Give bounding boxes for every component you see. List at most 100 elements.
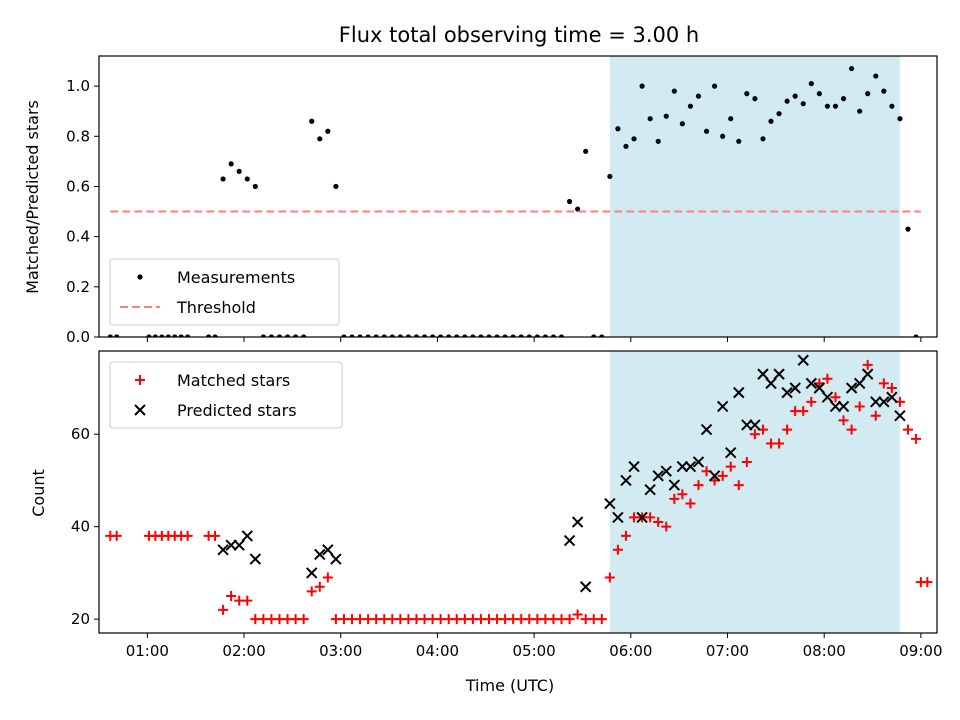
data-point — [381, 334, 387, 337]
data-point — [301, 334, 307, 337]
data-point — [663, 113, 669, 119]
data-point — [677, 489, 688, 500]
data-point — [838, 415, 849, 426]
data-point — [749, 419, 761, 431]
legend: Measurements Threshold — [109, 258, 340, 326]
data-point — [599, 334, 605, 337]
data-point — [325, 128, 331, 134]
data-point — [886, 391, 898, 403]
data-point — [218, 604, 229, 615]
y-tick-label: 0.2 — [66, 278, 90, 296]
data-point — [905, 226, 911, 232]
bottom-y-axis-label: Count — [29, 469, 48, 517]
data-point — [429, 334, 436, 337]
data-point — [854, 401, 865, 412]
data-point — [566, 198, 573, 205]
data-point — [470, 334, 476, 337]
data-point — [703, 128, 710, 134]
plot-area — [105, 354, 933, 625]
legend-label: Threshold — [176, 298, 256, 317]
data-point — [446, 334, 452, 337]
data-point — [878, 378, 889, 389]
count-panel: 20 40 60 01:00 02:00 03:00 04:00 05:00 06:00 07:0… — [71, 350, 943, 660]
data-point — [765, 377, 777, 390]
data-point — [717, 470, 728, 481]
data-point — [647, 116, 653, 122]
data-point — [572, 609, 583, 620]
data-point — [228, 161, 234, 167]
data-point — [233, 539, 245, 551]
data-point — [911, 433, 922, 444]
data-point — [636, 511, 648, 524]
data-point — [478, 334, 484, 337]
data-point — [612, 511, 624, 524]
data-point — [373, 334, 379, 337]
legend-marker — [135, 375, 145, 385]
x-tick-label: 05:00 — [512, 642, 555, 660]
data-point — [848, 65, 855, 72]
data-point — [687, 103, 694, 109]
data-point — [583, 148, 589, 154]
data-point — [620, 474, 632, 487]
series-1 — [217, 354, 906, 593]
data-point — [591, 334, 597, 337]
data-point — [152, 334, 159, 337]
data-point — [655, 138, 661, 144]
data-point — [397, 334, 403, 337]
data-point — [660, 465, 672, 477]
data-point — [789, 382, 801, 394]
data-point — [454, 334, 460, 337]
data-point — [276, 334, 283, 337]
data-point — [653, 517, 664, 528]
data-point — [438, 334, 444, 337]
data-point — [502, 334, 508, 337]
data-point — [757, 368, 769, 380]
data-point — [486, 334, 492, 337]
data-point — [615, 126, 621, 132]
data-point — [242, 595, 253, 606]
data-point — [644, 483, 656, 496]
data-point — [645, 512, 656, 523]
legend-label: Measurements — [177, 268, 295, 287]
data-point — [669, 493, 680, 504]
data-point — [744, 91, 750, 97]
data-point — [631, 136, 637, 142]
plot-area — [107, 65, 921, 337]
data-point — [365, 334, 371, 337]
data-point — [792, 93, 798, 99]
data-point — [612, 544, 623, 555]
data-point — [733, 480, 744, 491]
data-point — [244, 176, 250, 182]
data-point — [563, 534, 576, 547]
data-point — [579, 581, 592, 593]
data-point — [542, 334, 548, 337]
data-point — [182, 530, 193, 541]
data-point — [349, 334, 355, 337]
data-point — [824, 103, 831, 109]
data-point — [861, 368, 874, 380]
data-point — [317, 136, 323, 142]
data-point — [902, 424, 913, 435]
data-point — [913, 334, 919, 337]
data-point — [741, 456, 752, 467]
data-point — [260, 334, 266, 337]
legend-item: Threshold — [120, 298, 256, 317]
data-point — [205, 334, 212, 337]
data-point — [736, 138, 742, 144]
data-point — [212, 334, 218, 337]
data-point — [405, 334, 412, 337]
data-point — [881, 88, 887, 94]
data-point — [720, 133, 726, 139]
data-point — [873, 73, 879, 79]
data-point — [526, 334, 532, 337]
y-tick-label: 40 — [71, 518, 90, 536]
data-point — [241, 530, 253, 542]
data-point — [797, 354, 809, 366]
data-point — [314, 581, 325, 592]
chart-title: Flux total observing time = 3.00 h — [339, 23, 699, 47]
data-point — [564, 614, 575, 625]
x-axis-label: Time (UTC) — [465, 676, 554, 695]
x-tick-label: 07:00 — [706, 642, 749, 660]
data-point — [330, 553, 342, 565]
data-point — [845, 382, 858, 394]
